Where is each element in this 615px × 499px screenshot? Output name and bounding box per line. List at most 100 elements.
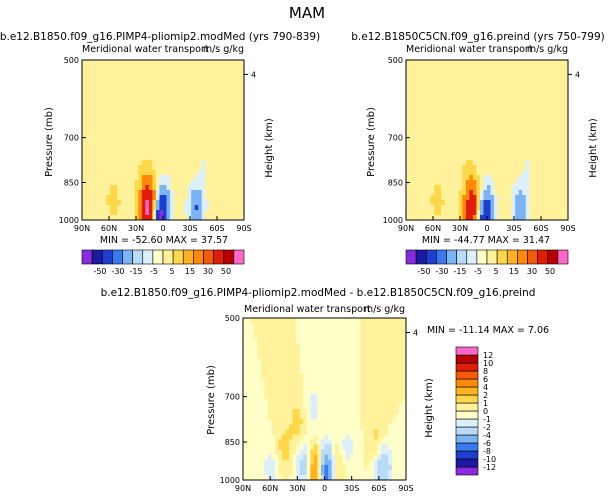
field-cell [560, 115, 565, 121]
field-cell [441, 165, 446, 171]
field-cell [444, 205, 449, 211]
field-cell [508, 60, 513, 66]
field-cell [557, 100, 562, 106]
field-cell [180, 100, 185, 106]
field-cell [145, 140, 150, 146]
field-cell [246, 343, 251, 349]
field-cell [391, 328, 396, 334]
field-cell [306, 353, 311, 359]
field-cell [236, 100, 241, 106]
field-cell [194, 170, 199, 176]
field-cell [529, 150, 534, 156]
field-cell [267, 454, 272, 461]
field-cell [257, 368, 262, 375]
field-cell [201, 120, 206, 126]
field-cell [134, 165, 139, 171]
field-cell [564, 150, 569, 156]
field-cell [331, 434, 336, 440]
field-cell [444, 115, 449, 121]
field-cell [462, 125, 467, 131]
field-cell [448, 170, 453, 176]
field-cell [264, 439, 269, 445]
field-cell [127, 65, 132, 71]
field-cell [141, 160, 146, 166]
field-cell [560, 180, 565, 186]
field-cell [458, 70, 463, 76]
field-cell [120, 150, 125, 156]
field-cell [194, 160, 199, 166]
field-cell [352, 318, 357, 324]
field-cell [236, 140, 241, 146]
field-cell [553, 195, 558, 201]
field-cell [455, 185, 460, 191]
field-cell [141, 170, 146, 176]
field-cell [342, 378, 347, 385]
field-cell [409, 65, 414, 71]
field-cell [120, 190, 125, 196]
field-cell [110, 70, 115, 76]
field-cell [420, 145, 425, 151]
field-cell [117, 135, 122, 141]
field-cell [479, 135, 484, 141]
field-cell [180, 80, 185, 86]
field-cell [267, 373, 272, 380]
field-cell [310, 424, 315, 430]
field-cell [260, 328, 265, 334]
field-cell [553, 90, 558, 96]
field-cell [250, 409, 255, 415]
field-cell [274, 464, 279, 471]
field-cell [448, 185, 453, 191]
field-cell [233, 100, 238, 106]
field-cell [324, 424, 329, 430]
panel-b-units: m/s g/kg [527, 44, 568, 55]
field-cell [313, 348, 318, 354]
field-cell [110, 95, 115, 101]
field-cell [163, 60, 167, 66]
field-cell [173, 205, 178, 211]
field-cell [413, 90, 417, 96]
field-cell [328, 429, 332, 435]
field-cell [451, 175, 456, 181]
field-cell [490, 60, 495, 66]
field-cell [564, 60, 569, 66]
field-cell [233, 110, 238, 116]
field-cell [331, 373, 336, 380]
field-cell [529, 145, 534, 151]
field-cell [184, 180, 189, 186]
field-cell [267, 388, 272, 395]
field-cell [342, 409, 347, 415]
field-cell [388, 383, 393, 390]
field-cell [458, 115, 463, 121]
field-cell [285, 348, 290, 354]
field-cell [85, 60, 90, 66]
field-cell [423, 115, 428, 121]
field-cell [391, 323, 396, 329]
field-cell [479, 115, 484, 121]
field-cell [476, 200, 481, 206]
field-cell [508, 190, 513, 196]
field-cell [494, 185, 498, 191]
field-cell [472, 160, 477, 166]
field-cell [511, 115, 516, 121]
field-cell [564, 90, 569, 96]
field-cell [479, 205, 484, 211]
field-cell [331, 333, 336, 339]
field-cell [462, 145, 467, 151]
field-cell [187, 160, 192, 166]
field-cell [416, 110, 421, 116]
field-cell [479, 70, 484, 76]
field-cell [427, 205, 432, 211]
field-cell [229, 185, 234, 191]
field-cell [152, 180, 157, 186]
field-cell [127, 90, 132, 96]
field-cell [82, 130, 86, 136]
field-cell [313, 323, 318, 329]
field-cell [359, 449, 364, 456]
field-cell [381, 454, 386, 461]
field-cell [529, 210, 534, 216]
field-cell [131, 115, 136, 121]
field-cell [187, 140, 192, 146]
field-cell [391, 363, 396, 370]
field-cell [546, 75, 551, 81]
field-cell [395, 343, 400, 349]
